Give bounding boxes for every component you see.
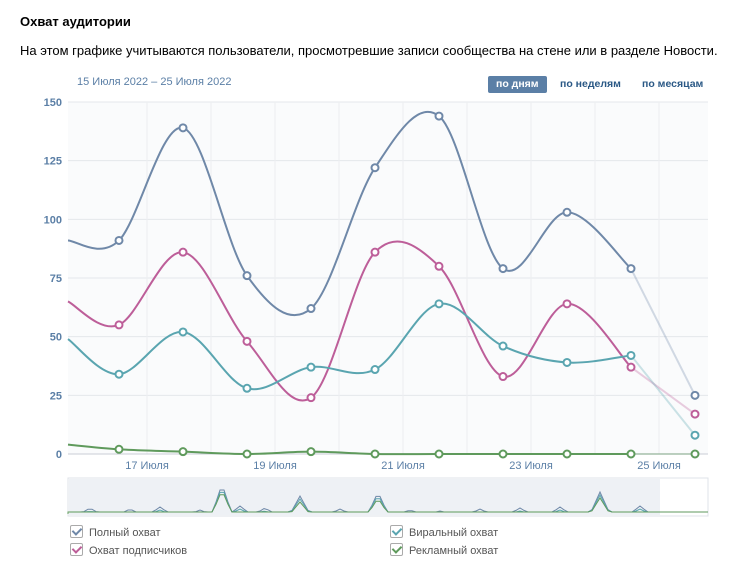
data-point: [690, 409, 700, 419]
data-point: [242, 271, 252, 281]
data-point: [626, 264, 636, 274]
y-tick-label: 0: [56, 449, 62, 461]
data-point: [562, 449, 572, 459]
data-point: [306, 304, 316, 314]
data-point: [114, 235, 124, 245]
data-point: [562, 299, 572, 309]
period-days-button[interactable]: по дням: [488, 76, 547, 93]
series-line-partial: [630, 366, 696, 415]
checkbox-checked-icon[interactable]: [70, 543, 83, 556]
data-point: [690, 430, 700, 440]
x-tick-label: 17 Июля: [125, 460, 169, 472]
series-3: [67, 443, 700, 459]
legend-label: Рекламный охват: [409, 545, 499, 557]
data-point: [114, 444, 124, 454]
data-point: [242, 449, 252, 459]
chart-grid: [68, 101, 708, 455]
data-point: [306, 362, 316, 372]
legend-item-full-reach[interactable]: Полный охват: [70, 525, 161, 539]
x-tick-label: 23 Июля: [509, 460, 553, 472]
x-tick-label: 21 Июля: [381, 460, 425, 472]
x-tick-label: 19 Июля: [253, 460, 297, 472]
series-1: [67, 240, 700, 419]
x-axis-ticks: 17 Июля 19 Июля 21 Июля 23 Июля 25 Июля: [125, 460, 681, 472]
data-point: [562, 357, 572, 367]
data-point: [434, 111, 444, 121]
y-tick-label: 125: [44, 156, 62, 168]
data-point: [498, 372, 508, 382]
data-point: [178, 123, 188, 133]
data-point: [498, 264, 508, 274]
checkbox-checked-icon[interactable]: [390, 543, 403, 556]
series-line-partial: [630, 268, 696, 396]
series-2: [67, 299, 700, 440]
data-point: [370, 449, 380, 459]
y-axis-ticks: 0 25 50 75 100 125 150: [44, 97, 62, 461]
checkbox-checked-icon[interactable]: [70, 525, 83, 538]
data-point: [178, 247, 188, 257]
navigator-line: [67, 494, 708, 514]
navigator-selection: [69, 479, 660, 515]
data-point: [306, 393, 316, 403]
period-weeks-button[interactable]: по неделям: [560, 78, 621, 90]
range-navigator: [67, 477, 709, 517]
series-lines: [67, 110, 700, 459]
series-0: [67, 110, 700, 400]
y-tick-label: 100: [44, 214, 62, 226]
legend-label: Охват подписчиков: [89, 545, 188, 557]
series-line-partial: [630, 354, 696, 436]
legend-label: Полный охват: [89, 527, 161, 539]
data-point: [242, 383, 252, 393]
y-tick-label: 50: [50, 332, 62, 344]
data-point: [626, 362, 636, 372]
legend-item-ad-reach[interactable]: Рекламный охват: [390, 543, 498, 557]
y-tick-label: 25: [50, 390, 62, 402]
x-tick-label: 25 Июля: [637, 460, 681, 472]
series-line: [67, 240, 632, 402]
period-months-button[interactable]: по месяцам: [642, 78, 704, 90]
legend-item-subscriber-reach[interactable]: Охват подписчиков: [70, 543, 187, 557]
data-point: [178, 447, 188, 457]
data-point: [178, 327, 188, 337]
page-title: Охват аудитории: [20, 14, 131, 29]
date-range: 15 Июля 2022 – 25 Июля 2022: [77, 76, 232, 88]
data-point: [434, 261, 444, 271]
data-point: [626, 449, 636, 459]
data-point: [370, 365, 380, 375]
legend-item-viral-reach[interactable]: Виральный охват: [390, 525, 498, 539]
data-point: [370, 247, 380, 257]
y-tick-label: 75: [50, 273, 62, 285]
data-point: [242, 336, 252, 346]
data-point: [306, 447, 316, 457]
chart-description: На этом графике учитываются пользователи…: [20, 43, 718, 58]
series-line: [67, 443, 631, 456]
data-point: [434, 449, 444, 459]
data-point: [370, 163, 380, 173]
series-line: [67, 110, 632, 317]
data-point: [562, 207, 572, 217]
legend-label: Виральный охват: [409, 527, 499, 539]
data-point: [114, 369, 124, 379]
data-point: [498, 341, 508, 351]
series-line: [67, 302, 632, 391]
data-point: [626, 350, 636, 360]
data-point: [498, 449, 508, 459]
data-point: [690, 449, 700, 459]
data-point: [114, 320, 124, 330]
checkbox-checked-icon[interactable]: [390, 525, 403, 538]
data-point: [690, 390, 700, 400]
data-point: [434, 299, 444, 309]
y-tick-label: 150: [44, 97, 62, 109]
